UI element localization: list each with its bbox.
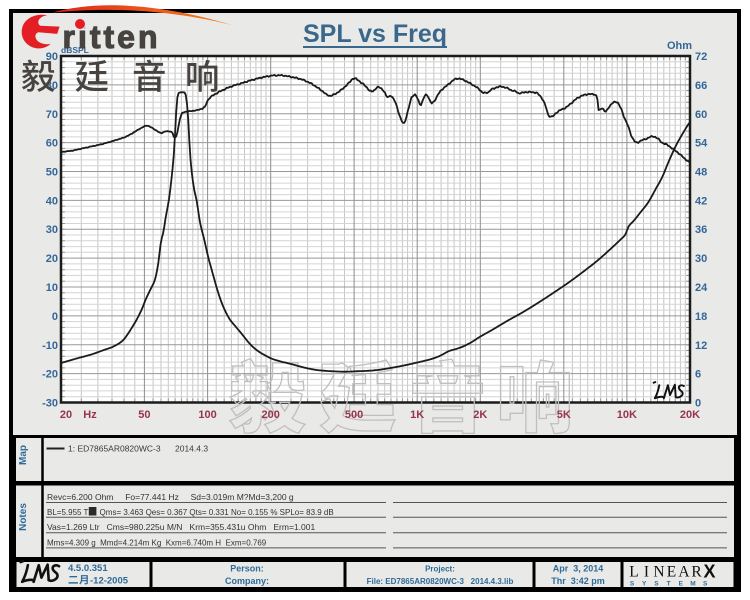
svg-text:36: 36 <box>695 224 707 236</box>
svg-text:Mms=4.309 g Mmd=4.214m Kg Kx: Mms=4.309 g Mmd=4.214m Kg Kxm=6.740m H E… <box>47 538 267 547</box>
svg-text:L: L <box>629 564 638 581</box>
svg-text:File: ED7865AR0820WC-3 2014.: File: ED7865AR0820WC-3 2014.4.3.lib <box>367 577 514 586</box>
svg-text:30: 30 <box>46 224 58 236</box>
svg-text:A: A <box>678 564 690 581</box>
svg-text:S: S <box>630 581 635 588</box>
svg-text:30: 30 <box>695 253 707 265</box>
svg-text:1K: 1K <box>410 409 424 421</box>
svg-text:N: N <box>653 564 664 581</box>
svg-text:48: 48 <box>695 167 707 179</box>
svg-text:500: 500 <box>345 409 363 421</box>
svg-text:5K: 5K <box>557 409 571 421</box>
svg-text:40: 40 <box>46 195 58 207</box>
svg-text:Y: Y <box>642 581 647 588</box>
svg-text:4.5.0.351: 4.5.0.351 <box>68 563 108 574</box>
svg-text:Thr 3:42 pm: Thr 3:42 pm <box>551 576 605 586</box>
svg-text:66: 66 <box>695 80 707 92</box>
svg-text:24: 24 <box>695 282 708 294</box>
svg-text:-30: -30 <box>42 398 58 410</box>
svg-text:Revc=6.200 Ohm Fo=77.441 H: Revc=6.200 Ohm Fo=77.441 Hz Sd=3.019m M?… <box>47 492 294 502</box>
svg-text:X: X <box>703 562 715 582</box>
svg-text:20K: 20K <box>680 409 700 421</box>
svg-text:2K: 2K <box>473 409 487 421</box>
svg-text:dBSPL: dBSPL <box>61 45 89 55</box>
svg-text:60: 60 <box>695 109 707 121</box>
svg-text:E: E <box>667 564 676 581</box>
svg-text:Project:: Project: <box>425 565 455 574</box>
svg-text:6: 6 <box>695 369 701 381</box>
svg-text:S: S <box>654 581 659 588</box>
svg-text:ritten: ritten <box>63 19 161 55</box>
svg-text:I: I <box>644 564 649 581</box>
svg-text:200: 200 <box>262 409 280 421</box>
svg-text:-10: -10 <box>42 340 58 352</box>
svg-text:20: 20 <box>46 253 58 265</box>
svg-text:Ohm: Ohm <box>667 40 692 52</box>
svg-text:50: 50 <box>138 409 150 421</box>
svg-text:SPL vs Freq: SPL vs Freq <box>303 20 447 48</box>
svg-text:Vas=1.269 Ltr Cms=980.225u M: Vas=1.269 Ltr Cms=980.225u M/N Krm=355.4… <box>47 522 315 532</box>
svg-text:60: 60 <box>46 138 58 150</box>
svg-text:20: 20 <box>60 409 72 421</box>
svg-text:-20: -20 <box>42 369 58 381</box>
svg-text:10K: 10K <box>617 409 637 421</box>
svg-text:R: R <box>691 564 702 581</box>
svg-text:90: 90 <box>46 51 58 63</box>
svg-text:T: T <box>667 581 671 588</box>
svg-text:1: ED7865AR0820WC-3: 1: ED7865AR0820WC-3 <box>68 444 161 454</box>
svg-text:50: 50 <box>46 167 58 179</box>
svg-text:E: E <box>679 581 684 588</box>
svg-text:-12-2005: -12-2005 <box>90 576 129 587</box>
svg-text:M: M <box>690 581 695 588</box>
svg-text:0: 0 <box>52 311 58 323</box>
svg-text:72: 72 <box>695 51 707 63</box>
svg-text:70: 70 <box>46 109 58 121</box>
svg-text:Map: Map <box>18 445 29 465</box>
svg-text:BL=5.955 T Qms= 3.463 Qes=: BL=5.955 T Qms= 3.463 Qes= 0.367 Qts= 0.… <box>47 508 334 517</box>
svg-text:0: 0 <box>695 398 701 410</box>
svg-text:54: 54 <box>695 138 708 150</box>
svg-text:18: 18 <box>695 311 707 323</box>
svg-text:Notes: Notes <box>18 503 29 531</box>
svg-text:12: 12 <box>695 340 707 352</box>
svg-text:S: S <box>703 581 708 588</box>
svg-text:Hz: Hz <box>83 409 97 421</box>
svg-text:2014.4.3: 2014.4.3 <box>175 444 208 454</box>
svg-text:100: 100 <box>198 409 216 421</box>
svg-text:Apr 3, 2014: Apr 3, 2014 <box>553 564 604 574</box>
svg-text:Person:: Person: <box>230 564 264 574</box>
svg-text:Company:: Company: <box>225 576 269 586</box>
svg-text:42: 42 <box>695 195 707 207</box>
svg-text:10: 10 <box>46 282 58 294</box>
